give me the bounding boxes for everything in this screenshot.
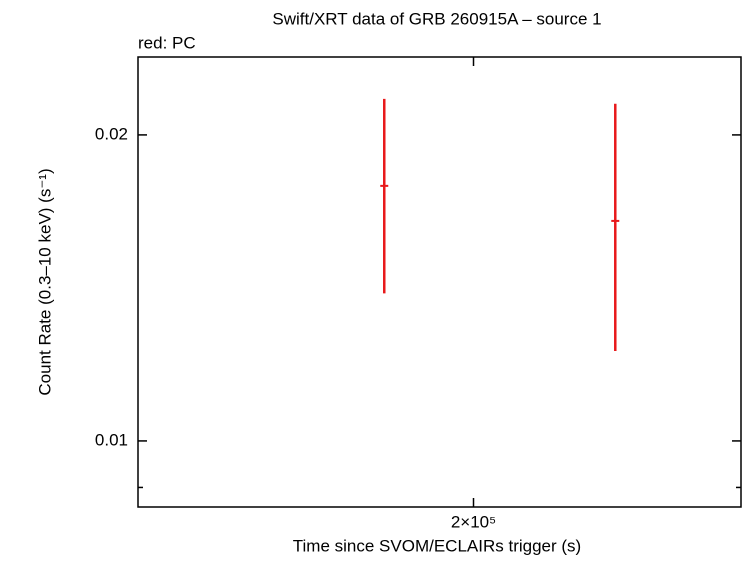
y-axis-label: Count Rate (0.3–10 keV) (s⁻¹): [35, 168, 54, 395]
y-tick-label: 0.02: [95, 124, 128, 143]
chart-subtitle: red: PC: [138, 33, 196, 52]
plot-frame: [137, 56, 742, 508]
chart-title: Swift/XRT data of GRB 260915A – source 1: [272, 9, 601, 28]
x-axis-label: Time since SVOM/ECLAIRs trigger (s): [293, 536, 581, 555]
y-tick-label: 0.01: [95, 430, 128, 449]
x-tick-label: 2×10⁵: [451, 512, 496, 531]
